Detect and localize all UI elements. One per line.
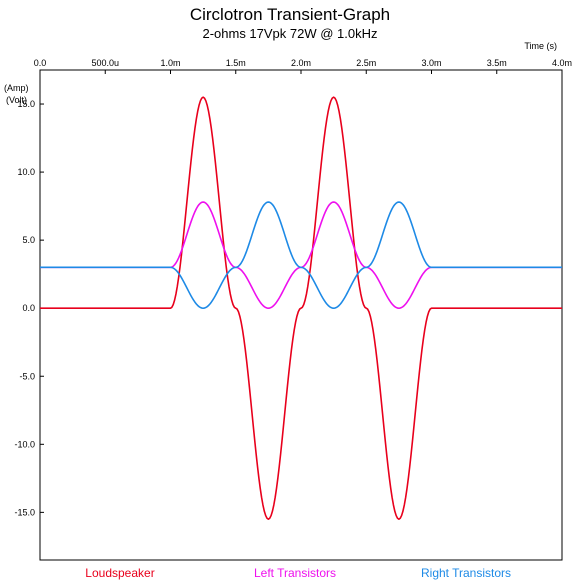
chart-title: Circlotron Transient-Graph <box>190 5 390 24</box>
y-tick-label: -10.0 <box>14 439 35 449</box>
x-axis-label: Time (s) <box>524 41 557 51</box>
x-tick-label: 3.5m <box>487 58 507 68</box>
x-tick-label: 4.0m <box>552 58 572 68</box>
x-axis-ticks: 0.0 500.0u 1.0m 1.5m 2.0m 2.5m 3.0m 3.5m 4.0m <box>34 58 572 74</box>
x-tick-label: 2.5m <box>356 58 376 68</box>
x-tick-label: 2.0m <box>291 58 311 68</box>
legend-left-transistors: Left Transistors <box>254 566 336 580</box>
y-tick-label: 10.0 <box>17 167 35 177</box>
plot-frame <box>39 69 563 561</box>
x-tick-label: 3.0m <box>421 58 441 68</box>
y-tick-label: 0.0 <box>22 303 35 313</box>
legend: Loudspeaker Left Transistors Right Trans… <box>85 566 511 580</box>
series-line-left-transistors <box>40 201 562 309</box>
legend-right-transistors: Right Transistors <box>421 566 511 580</box>
x-tick-label: 0.0 <box>34 58 47 68</box>
x-tick-label: 500.0u <box>91 58 119 68</box>
y-axis-label-unit-volt: (Volt) <box>6 95 27 105</box>
y-tick-label: 15.0 <box>17 99 35 109</box>
series-line-right-transistors <box>40 201 562 309</box>
series-line-loudspeaker <box>40 96 562 520</box>
legend-loudspeaker: Loudspeaker <box>85 566 154 580</box>
series-group <box>40 96 562 520</box>
chart-subtitle: 2-ohms 17Vpk 72W @ 1.0kHz <box>202 26 377 41</box>
y-tick-label: -5.0 <box>19 371 35 381</box>
y-axis-label-unit-amp: (Amp) <box>4 83 29 93</box>
x-tick-label: 1.5m <box>226 58 246 68</box>
y-tick-label: 5.0 <box>22 235 35 245</box>
x-tick-label: 1.0m <box>160 58 180 68</box>
y-tick-label: -15.0 <box>14 507 35 517</box>
